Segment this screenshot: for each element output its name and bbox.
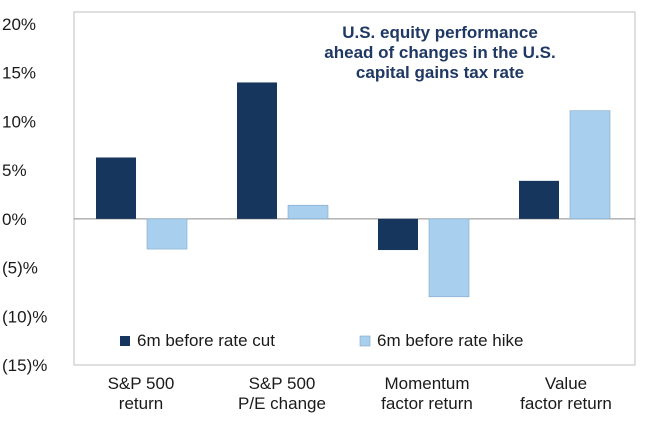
x-label-sp500-pe-line1: S&P 500: [249, 374, 316, 393]
x-label-sp500-pe-line2: P/E change: [238, 394, 326, 413]
title-line-1: U.S. equity performance: [342, 23, 538, 42]
x-label-value-line2: factor return: [520, 394, 612, 413]
legend: 6m before rate cut 6m before rate hike: [120, 331, 523, 350]
x-label-value-line1: Value: [545, 374, 587, 393]
y-tick-label: 0%: [2, 210, 27, 229]
y-tick-label: (10)%: [2, 307, 47, 326]
bar-rate-cut-1: [237, 82, 277, 219]
x-label-momentum-line1: Momentum: [384, 374, 469, 393]
legend-label-rate-cut: 6m before rate cut: [137, 331, 275, 350]
legend-swatch-rate-cut: [120, 336, 130, 346]
legend-label-rate-hike: 6m before rate hike: [377, 331, 523, 350]
y-tick-label: 5%: [2, 161, 27, 180]
y-tick-label: 15%: [2, 64, 36, 83]
title-line-3: capital gains tax rate: [356, 63, 524, 82]
y-tick-label: (15)%: [2, 356, 47, 375]
chart-title: U.S. equity performance ahead of changes…: [324, 23, 555, 82]
y-tick-label: 20%: [2, 15, 36, 34]
bar-rate-cut-0: [96, 157, 136, 219]
x-label-sp500-return-line2: return: [119, 394, 163, 413]
y-tick-label: (5)%: [2, 259, 38, 278]
y-tick-label: 10%: [2, 112, 36, 131]
bar-rate-cut-2: [378, 218, 418, 251]
x-axis-labels: S&P 500 return S&P 500 P/E change Moment…: [108, 374, 612, 413]
bars: [96, 82, 611, 298]
y-axis-ticks: 20% 15% 10% 5% 0% (5)% (10)% (15)%: [2, 15, 47, 375]
bar-rate-hike-2: [428, 218, 470, 298]
bar-rate-hike-3: [569, 110, 611, 220]
bar-rate-hike-0: [146, 218, 188, 250]
x-label-momentum-line2: factor return: [381, 394, 473, 413]
title-line-2: ahead of changes in the U.S.: [324, 43, 555, 62]
legend-swatch-rate-hike: [359, 335, 371, 347]
x-label-sp500-return-line1: S&P 500: [108, 374, 175, 393]
bar-rate-hike-1: [287, 204, 329, 220]
bar-rate-cut-3: [519, 180, 559, 219]
